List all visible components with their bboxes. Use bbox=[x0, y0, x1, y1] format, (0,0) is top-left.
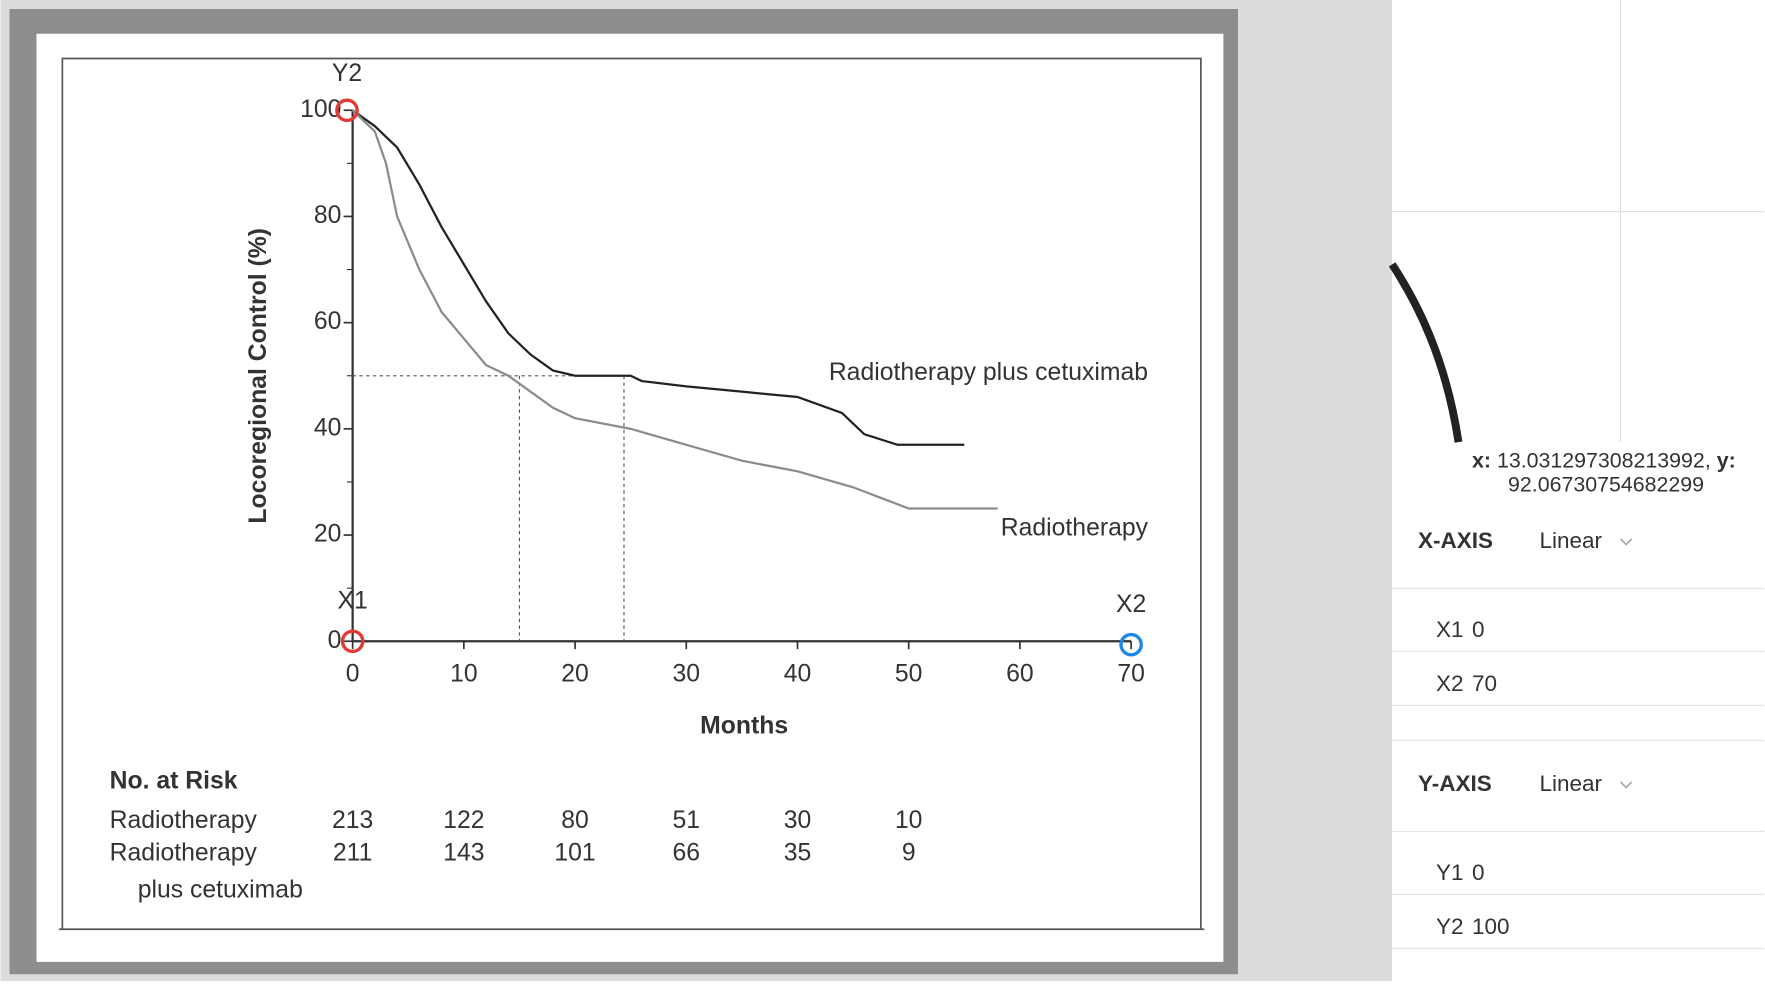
x-tick-label: 60 bbox=[1006, 661, 1034, 688]
risk-row-label: Radiotherapy bbox=[110, 807, 258, 834]
cursor-y: 92.06730754682299 bbox=[1508, 473, 1704, 497]
scale-select[interactable]: Linear bbox=[1540, 528, 1603, 553]
y-axis-label: Locoregional Control (%) bbox=[245, 228, 272, 524]
x-tick-label: 40 bbox=[784, 661, 812, 688]
y-tick-label: 80 bbox=[314, 202, 342, 229]
risk-row-label: Radiotherapy bbox=[110, 839, 258, 866]
calibration-label: X1 bbox=[337, 587, 367, 614]
risk-count: 122 bbox=[443, 807, 484, 834]
calibration-label: X2 bbox=[1116, 591, 1146, 618]
curve-label: Radiotherapy plus cetuximab bbox=[829, 359, 1148, 386]
risk-count: 80 bbox=[561, 807, 589, 834]
x-tick-label: 0 bbox=[346, 661, 360, 688]
risk-count: 211 bbox=[333, 839, 372, 866]
risk-count: 213 bbox=[332, 807, 373, 834]
y-tick-label: 60 bbox=[314, 308, 342, 335]
point-label: X1 bbox=[1436, 617, 1464, 642]
risk-count: 9 bbox=[902, 839, 916, 866]
point-label: X2 bbox=[1436, 671, 1464, 696]
scale-select[interactable]: Linear bbox=[1540, 771, 1603, 796]
risk-title: No. at Risk bbox=[110, 767, 238, 794]
point-value[interactable]: 0 bbox=[1472, 617, 1485, 642]
x-tick-label: 70 bbox=[1117, 661, 1145, 688]
y-tick-label: 0 bbox=[328, 627, 342, 654]
curve-label: Radiotherapy bbox=[1001, 514, 1149, 541]
point-value[interactable]: 70 bbox=[1472, 671, 1497, 696]
risk-count: 30 bbox=[784, 807, 812, 834]
y-tick-label: 40 bbox=[314, 414, 342, 441]
y-tick-label: 20 bbox=[314, 521, 342, 548]
risk-count: 10 bbox=[895, 807, 923, 834]
point-label: Y2 bbox=[1436, 914, 1464, 939]
cursor-x-label: x: bbox=[1472, 448, 1491, 472]
risk-count: 143 bbox=[443, 839, 484, 866]
x-axis-label: Months bbox=[700, 712, 788, 739]
risk-count: 35 bbox=[784, 839, 812, 866]
screen: Locoregional Control (%) Months No. at R… bbox=[0, 0, 1765, 981]
x-tick-label: 10 bbox=[450, 661, 478, 688]
cursor-y-label: y: bbox=[1717, 448, 1736, 472]
calibration-label: Y2 bbox=[332, 60, 362, 87]
risk-row-label: plus cetuximab bbox=[138, 877, 303, 904]
risk-count: 51 bbox=[673, 807, 701, 834]
axis-title: Y-AXIS bbox=[1418, 771, 1492, 796]
x-tick-label: 20 bbox=[561, 661, 589, 688]
point-label: Y1 bbox=[1436, 860, 1464, 885]
x-tick-label: 30 bbox=[673, 661, 701, 688]
point-value[interactable]: 100 bbox=[1472, 914, 1510, 939]
page: Locoregional Control (%) Months No. at R… bbox=[0, 0, 1765, 981]
point-value[interactable]: 0 bbox=[1472, 860, 1485, 885]
risk-count: 66 bbox=[673, 839, 701, 866]
axis-title: X-AXIS bbox=[1418, 528, 1493, 553]
cursor-readout: x: 13.031297308213992, y: bbox=[1472, 448, 1736, 472]
y-tick-label: 100 bbox=[300, 96, 341, 123]
x-tick-label: 50 bbox=[895, 661, 923, 688]
cursor-x: 13.031297308213992 bbox=[1497, 448, 1705, 472]
risk-count: 101 bbox=[554, 839, 595, 866]
